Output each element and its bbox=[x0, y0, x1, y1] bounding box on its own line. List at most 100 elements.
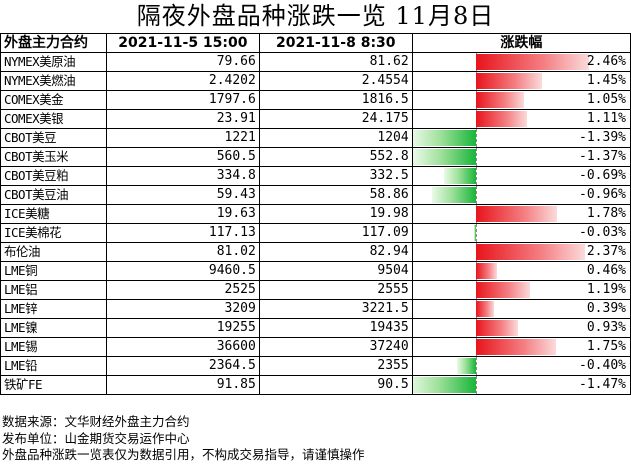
table-header-row: 外盘主力合约 2021-11-5 15:00 2021-11-8 8:30 涨跌… bbox=[0, 33, 631, 53]
contract-name: CBOT美豆 bbox=[0, 128, 107, 148]
price-date-2: 82.94 bbox=[258, 242, 413, 262]
change-cell: -1.47% bbox=[411, 375, 631, 395]
table-row: CBOT美豆油 59.43 58.86 -0.96% bbox=[0, 185, 631, 205]
zero-axis bbox=[475, 129, 477, 147]
change-percent: -0.96% bbox=[579, 187, 626, 202]
change-percent: 1.45% bbox=[586, 73, 626, 88]
contract-name: LME铅 bbox=[0, 356, 107, 376]
zero-axis bbox=[475, 167, 477, 185]
change-cell: 2.46% bbox=[411, 52, 631, 72]
price-date-2: 117.09 bbox=[258, 223, 413, 243]
change-percent: -1.39% bbox=[579, 130, 626, 145]
contract-name: LME镍 bbox=[0, 318, 107, 338]
price-date-2: 81.62 bbox=[258, 52, 413, 72]
change-cell: -1.37% bbox=[411, 147, 631, 167]
change-bar-up bbox=[475, 206, 558, 222]
note-source: 数据来源：文华财经外盘主力合约 bbox=[2, 414, 190, 429]
price-date-1: 1221 bbox=[105, 128, 260, 148]
price-date-1: 19.63 bbox=[105, 204, 260, 224]
price-date-2: 9504 bbox=[258, 261, 413, 281]
price-date-1: 59.43 bbox=[105, 185, 260, 205]
change-percent: 1.05% bbox=[586, 92, 626, 107]
change-percent: 1.19% bbox=[586, 282, 626, 297]
price-date-1: 2364.5 bbox=[105, 356, 260, 376]
table-row: LME锡 36600 37240 1.75% bbox=[0, 337, 631, 357]
price-date-2: 2.4554 bbox=[258, 71, 413, 91]
change-percent: 2.46% bbox=[586, 54, 626, 69]
change-bar-up bbox=[475, 301, 494, 317]
price-date-2: 3221.5 bbox=[258, 299, 413, 319]
change-bar-down bbox=[413, 149, 476, 165]
table-row: LME锌 3209 3221.5 0.39% bbox=[0, 299, 631, 319]
price-table: 外盘主力合约 2021-11-5 15:00 2021-11-8 8:30 涨跌… bbox=[0, 33, 631, 395]
header-date-1: 2021-11-5 15:00 bbox=[105, 33, 260, 53]
change-cell: 1.45% bbox=[411, 71, 631, 91]
contract-name: CBOT美玉米 bbox=[0, 147, 107, 167]
change-percent: 1.75% bbox=[586, 339, 626, 354]
price-date-2: 332.5 bbox=[258, 166, 413, 186]
table-row: ICE美棉花 117.13 117.09 -0.03% bbox=[0, 223, 631, 243]
table-row: LME镍 19255 19435 0.93% bbox=[0, 318, 631, 338]
change-cell: -1.39% bbox=[411, 128, 631, 148]
contract-name: CBOT美豆油 bbox=[0, 185, 107, 205]
change-bar-down bbox=[457, 358, 476, 374]
page-title: 隔夜外盘品种涨跌一览 11月8日 bbox=[136, 2, 495, 30]
price-date-2: 19435 bbox=[258, 318, 413, 338]
contract-name: COMEX美金 bbox=[0, 90, 107, 110]
contract-name: ICE美棉花 bbox=[0, 223, 107, 243]
change-cell: 1.05% bbox=[411, 90, 631, 110]
change-cell: 0.93% bbox=[411, 318, 631, 338]
price-date-2: 24.175 bbox=[258, 109, 413, 129]
contract-name: NYMEX美原油 bbox=[0, 52, 107, 72]
price-date-1: 3209 bbox=[105, 299, 260, 319]
table-row: 铁矿FE 91.85 90.5 -1.47% bbox=[0, 375, 631, 395]
change-cell: -0.69% bbox=[411, 166, 631, 186]
change-cell: 1.78% bbox=[411, 204, 631, 224]
change-percent: -1.47% bbox=[579, 377, 626, 392]
price-date-1: 334.8 bbox=[105, 166, 260, 186]
change-percent: 0.93% bbox=[586, 320, 626, 335]
contract-name: LME锌 bbox=[0, 299, 107, 319]
change-percent: -0.69% bbox=[579, 168, 626, 183]
table-row: ICE美糖 19.63 19.98 1.78% bbox=[0, 204, 631, 224]
change-bar-up bbox=[475, 244, 585, 260]
change-cell: 0.46% bbox=[411, 261, 631, 281]
contract-name: LME铝 bbox=[0, 280, 107, 300]
table-row: LME铅 2364.5 2355 -0.40% bbox=[0, 356, 631, 376]
footnotes: 数据来源：文华财经外盘主力合约 发布单位：山金期货交易运作中心 外盘品种涨跌一览… bbox=[2, 414, 365, 464]
table-row: CBOT美豆粕 334.8 332.5 -0.69% bbox=[0, 166, 631, 186]
price-date-1: 2525 bbox=[105, 280, 260, 300]
table-row: NYMEX美原油 79.66 81.62 2.46% bbox=[0, 52, 631, 72]
change-bar-down bbox=[413, 377, 476, 393]
table-row: CBOT美豆 1221 1204 -1.39% bbox=[0, 128, 631, 148]
price-date-2: 2355 bbox=[258, 356, 413, 376]
change-bar-up bbox=[475, 73, 543, 89]
note-disclaimer: 外盘品种涨跌一览表仅为数据引用，不构成交易指导，请谨慎操作 bbox=[2, 447, 365, 462]
change-cell: 0.39% bbox=[411, 299, 631, 319]
change-percent: 2.37% bbox=[586, 244, 626, 259]
change-percent: -0.40% bbox=[579, 358, 626, 373]
contract-name: 铁矿FE bbox=[0, 375, 107, 395]
contract-name: 布伦油 bbox=[0, 242, 107, 262]
change-bar-up bbox=[475, 92, 524, 108]
header-contract: 外盘主力合约 bbox=[0, 33, 107, 53]
price-date-1: 91.85 bbox=[105, 375, 260, 395]
change-percent: 1.78% bbox=[586, 206, 626, 221]
header-change: 涨跌幅 bbox=[411, 33, 631, 53]
table-row: CBOT美玉米 560.5 552.8 -1.37% bbox=[0, 147, 631, 167]
change-bar-up bbox=[475, 111, 527, 127]
change-percent: -0.03% bbox=[579, 225, 626, 240]
change-cell: -0.40% bbox=[411, 356, 631, 376]
change-cell: 1.75% bbox=[411, 337, 631, 357]
change-percent: 1.11% bbox=[586, 111, 626, 126]
change-cell: -0.96% bbox=[411, 185, 631, 205]
price-date-2: 37240 bbox=[258, 337, 413, 357]
note-publisher: 发布单位：山金期货交易运作中心 bbox=[2, 430, 190, 446]
price-date-2: 2555 bbox=[258, 280, 413, 300]
table-row: LME铜 9460.5 9504 0.46% bbox=[0, 261, 631, 281]
zero-axis bbox=[475, 357, 477, 375]
change-bar-up bbox=[475, 339, 557, 355]
change-cell: 1.19% bbox=[411, 280, 631, 300]
price-date-2: 552.8 bbox=[258, 147, 413, 167]
